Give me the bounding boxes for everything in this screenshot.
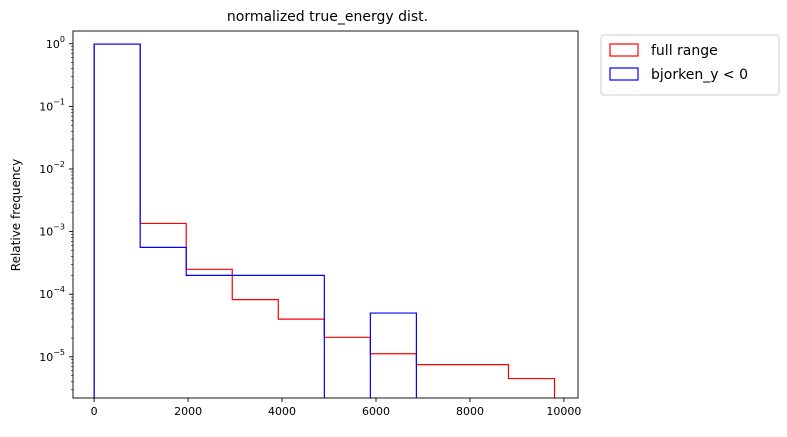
y-tick-label: 100: [46, 35, 65, 51]
legend-label: full range: [651, 43, 718, 59]
series-bjorken-y-step: [93, 43, 417, 398]
y-tick-label: 10−5: [39, 348, 65, 364]
legend-label: bjorken_y < 0: [651, 67, 748, 83]
legend-swatch: [609, 67, 639, 81]
y-axis-label: Relative frequency: [9, 159, 23, 271]
x-tick-label: 10000: [546, 405, 581, 418]
y-tick-label: 10−2: [39, 160, 65, 176]
series-layer: [93, 43, 556, 398]
y-tick-label: 10−4: [39, 285, 65, 301]
x-tick-label: 0: [91, 405, 98, 418]
legend-frame: [600, 34, 780, 96]
chart-title: normalized true_energy dist.: [227, 9, 428, 25]
legend-swatch: [609, 43, 639, 57]
x-tick-label: 6000: [362, 405, 390, 418]
plot-frame: [72, 30, 579, 399]
x-tick-label: 2000: [174, 405, 202, 418]
x-tick-label: 8000: [456, 405, 484, 418]
y-tick-label: 10−3: [39, 223, 65, 239]
legend: full range bjorken_y < 0: [600, 34, 780, 96]
x-tick-label: 4000: [268, 405, 296, 418]
axes-layer: 0 2000 4000 6000 8000 10000 10−5 10−4 10−3 10−2 10…: [39, 30, 581, 418]
y-tick-label: 10−1: [39, 97, 65, 113]
